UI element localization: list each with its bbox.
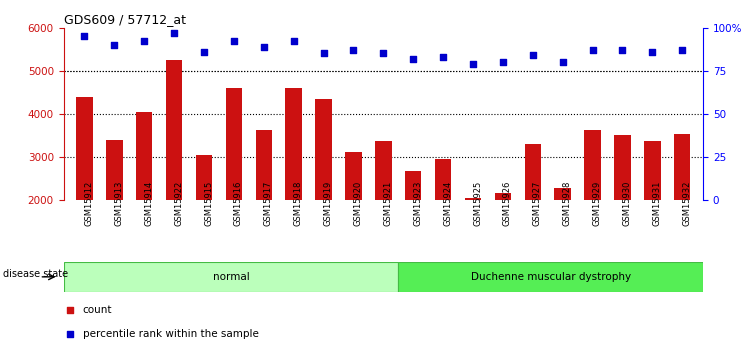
- Point: [79, 33, 91, 39]
- Point: [108, 42, 120, 48]
- Text: GSM15917: GSM15917: [264, 180, 273, 226]
- Text: GSM15928: GSM15928: [562, 180, 571, 226]
- Bar: [554, 188, 571, 286]
- Bar: [644, 141, 660, 286]
- Point: [676, 47, 688, 53]
- Point: [407, 56, 419, 61]
- Bar: [584, 130, 601, 286]
- Text: percentile rank within the sample: percentile rank within the sample: [83, 329, 259, 339]
- Point: [467, 61, 479, 67]
- Point: [288, 39, 300, 44]
- Text: GSM15932: GSM15932: [682, 180, 691, 226]
- Text: GSM15927: GSM15927: [533, 180, 542, 226]
- Bar: [166, 60, 183, 286]
- Text: GSM15925: GSM15925: [473, 180, 482, 226]
- Text: GSM15918: GSM15918: [294, 180, 303, 226]
- Point: [646, 49, 658, 55]
- Bar: [524, 144, 541, 286]
- Text: GDS609 / 57712_at: GDS609 / 57712_at: [64, 13, 186, 27]
- Bar: [674, 134, 690, 286]
- Text: GSM15914: GSM15914: [144, 180, 153, 226]
- Text: GSM15923: GSM15923: [413, 180, 422, 226]
- Text: normal: normal: [212, 272, 249, 282]
- Point: [275, 0, 287, 5]
- Text: GSM15931: GSM15931: [652, 180, 661, 226]
- Text: GSM15929: GSM15929: [592, 180, 601, 226]
- Bar: [256, 130, 272, 286]
- Point: [168, 30, 180, 36]
- Point: [437, 54, 449, 60]
- Point: [275, 218, 287, 224]
- Text: disease state: disease state: [3, 269, 68, 279]
- Text: GSM15916: GSM15916: [234, 180, 243, 226]
- Point: [198, 49, 210, 55]
- Bar: [106, 140, 123, 286]
- Bar: [196, 155, 212, 286]
- Text: GSM15915: GSM15915: [204, 180, 213, 226]
- Point: [258, 44, 270, 49]
- Bar: [614, 135, 631, 286]
- Point: [228, 39, 240, 44]
- Text: GSM15924: GSM15924: [443, 180, 452, 226]
- Point: [527, 52, 539, 58]
- Point: [138, 39, 150, 44]
- Bar: [76, 97, 93, 286]
- Bar: [64, 262, 398, 292]
- Text: count: count: [83, 305, 112, 315]
- Text: GSM15920: GSM15920: [354, 180, 363, 226]
- Text: GSM15926: GSM15926: [503, 180, 512, 226]
- Bar: [346, 152, 362, 286]
- Bar: [398, 262, 703, 292]
- Bar: [435, 159, 451, 286]
- Text: Duchenne muscular dystrophy: Duchenne muscular dystrophy: [470, 272, 631, 282]
- Point: [377, 51, 389, 56]
- Bar: [405, 171, 421, 286]
- Point: [318, 51, 330, 56]
- Bar: [136, 112, 153, 286]
- Bar: [494, 193, 511, 286]
- Bar: [226, 88, 242, 286]
- Point: [557, 59, 568, 65]
- Point: [497, 59, 509, 65]
- Point: [616, 47, 628, 53]
- Text: GSM15919: GSM15919: [324, 180, 333, 226]
- Text: GSM15930: GSM15930: [622, 180, 631, 226]
- Point: [348, 47, 360, 53]
- Text: GSM15913: GSM15913: [114, 180, 123, 226]
- Text: GSM15922: GSM15922: [174, 180, 183, 226]
- Bar: [465, 197, 481, 286]
- Bar: [375, 141, 391, 286]
- Text: GSM15921: GSM15921: [383, 180, 393, 226]
- Point: [586, 47, 598, 53]
- Bar: [316, 99, 332, 286]
- Text: GSM15912: GSM15912: [85, 180, 94, 226]
- Bar: [286, 88, 302, 286]
